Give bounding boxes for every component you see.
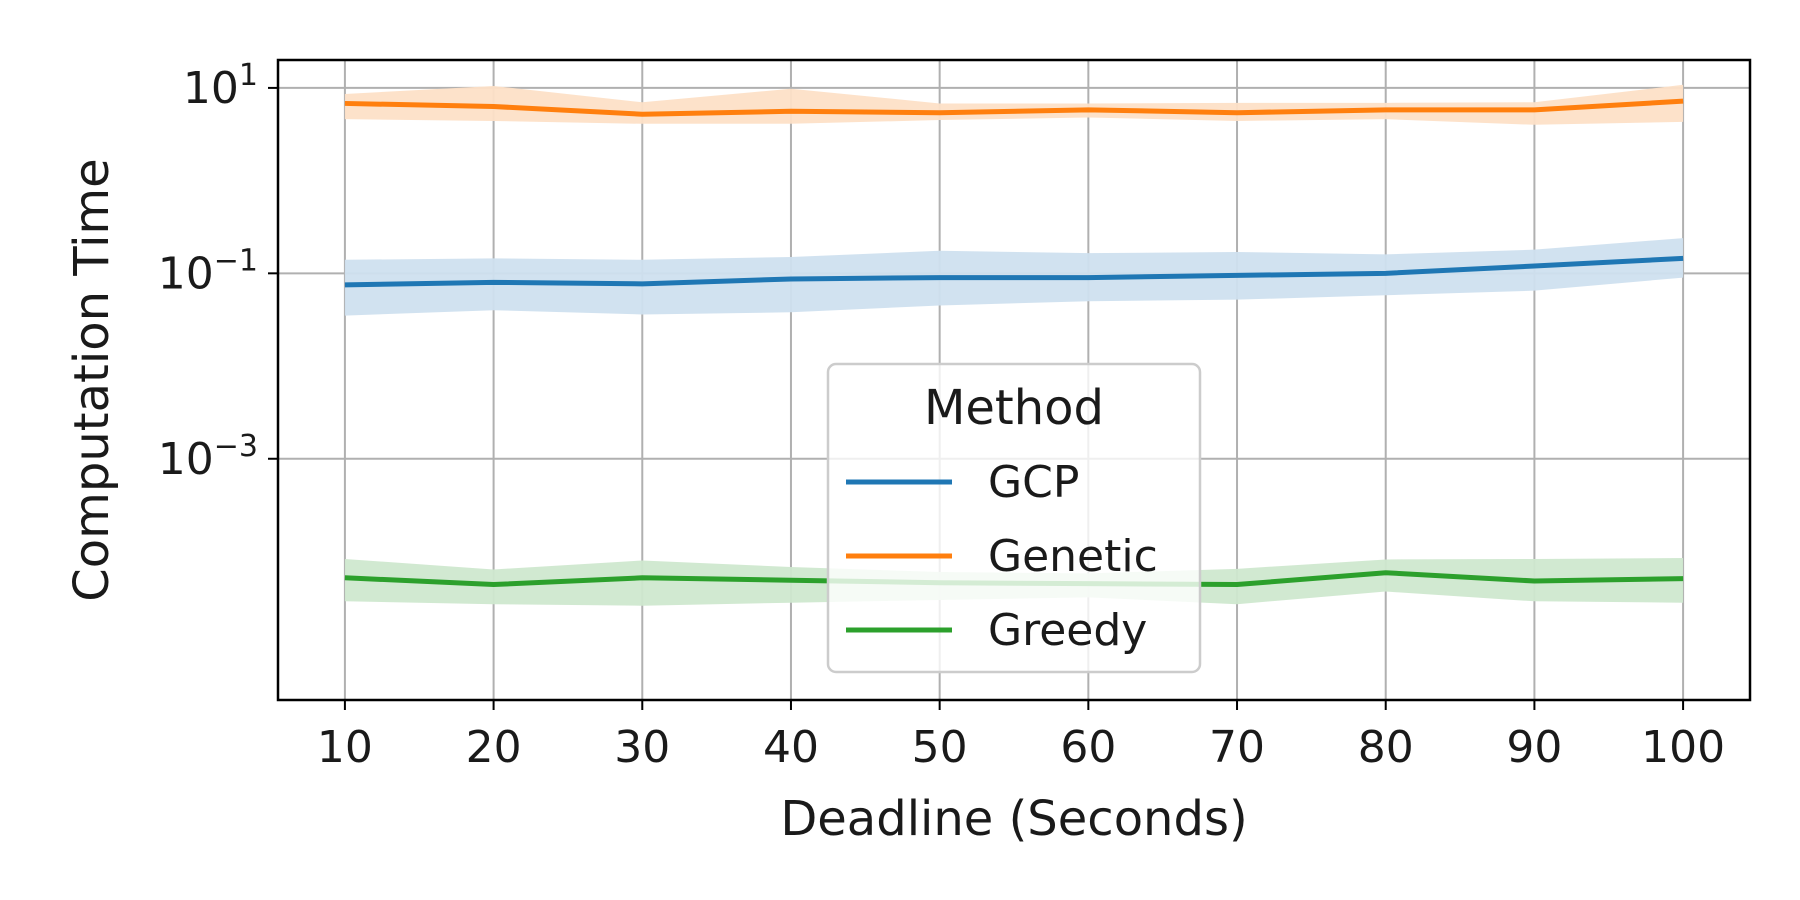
band-genetic: [344, 84, 1684, 125]
x-tick-label: 70: [1209, 722, 1265, 773]
line-gcp: [344, 255, 1684, 288]
legend-label-greedy: Greedy: [988, 605, 1147, 656]
x-tick-label: 60: [1060, 722, 1116, 773]
x-tick-label: 10: [317, 722, 373, 773]
x-tick-label: 90: [1506, 722, 1562, 773]
legend-title: Method: [924, 380, 1104, 436]
x-tick-label: 30: [614, 722, 670, 773]
y-tick-label: 101: [183, 58, 258, 114]
legend-box: [826, 362, 1202, 674]
y-axis-ticks: 101 10−1 10−3: [158, 58, 278, 485]
plot-frame: [276, 58, 1752, 702]
x-tick-label: 50: [912, 722, 968, 773]
line-genetic: [344, 98, 1684, 117]
x-axis-label: Deadline (Seconds): [780, 791, 1247, 847]
x-axis-ticks: 10 20 30 40 50 60 70 80 90 100: [317, 700, 1725, 773]
y-tick-label: 10−3: [158, 429, 258, 485]
y-tick-label: 10−1: [158, 243, 258, 299]
y-axis-label: Computation Time: [64, 158, 120, 601]
legend-label-genetic: Genetic: [988, 531, 1158, 582]
x-tick-label: 40: [763, 722, 819, 773]
x-tick-label: 100: [1641, 722, 1725, 773]
x-tick-label: 80: [1358, 722, 1414, 773]
legend-entries: GCP Genetic Greedy: [846, 457, 1158, 656]
legend: Method GCP Genetic Greedy: [826, 362, 1202, 674]
x-tick-label: 20: [466, 722, 522, 773]
legend-label-gcp: GCP: [988, 457, 1079, 508]
